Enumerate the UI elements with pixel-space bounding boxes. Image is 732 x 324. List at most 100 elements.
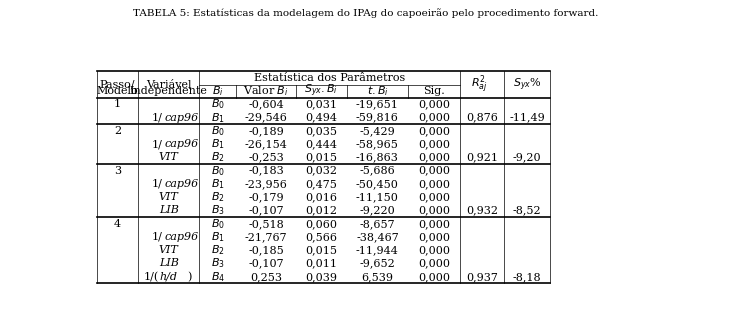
Text: 0,039: 0,039 [305, 272, 337, 282]
Text: -11,944: -11,944 [356, 245, 399, 255]
Text: 4: 4 [114, 219, 122, 229]
Text: 0,000: 0,000 [418, 192, 450, 202]
Text: 0,000: 0,000 [418, 126, 450, 136]
Text: Modelo: Modelo [97, 86, 138, 96]
Text: $B_1$: $B_1$ [211, 230, 225, 244]
Text: -9,220: -9,220 [359, 205, 395, 215]
Text: 0,011: 0,011 [305, 259, 337, 269]
Text: $B_3$: $B_3$ [211, 257, 225, 271]
Text: -23,956: -23,956 [244, 179, 288, 189]
Text: cap96: cap96 [164, 113, 198, 123]
Text: -0,183: -0,183 [248, 166, 284, 176]
Text: 0,876: 0,876 [466, 113, 498, 123]
Text: $B_0$: $B_0$ [211, 217, 225, 231]
Text: 0,921: 0,921 [466, 153, 498, 162]
Text: $B_2$: $B_2$ [211, 190, 225, 204]
Text: -0,185: -0,185 [248, 245, 284, 255]
Text: -5,429: -5,429 [359, 126, 395, 136]
Text: 0,932: 0,932 [466, 205, 498, 215]
Text: LIB: LIB [159, 259, 179, 269]
Text: 0,253: 0,253 [250, 272, 282, 282]
Text: 0,012: 0,012 [305, 205, 337, 215]
Text: $B_1$: $B_1$ [211, 177, 225, 191]
Text: -26,154: -26,154 [244, 139, 288, 149]
Text: -8,52: -8,52 [513, 205, 542, 215]
Text: $B_2$: $B_2$ [211, 151, 225, 164]
Text: Valor $B_i$: Valor $B_i$ [243, 84, 288, 98]
Text: Independente: Independente [130, 86, 208, 96]
Text: -0,253: -0,253 [248, 153, 284, 162]
Text: ): ) [187, 272, 191, 282]
Text: -59,816: -59,816 [356, 113, 399, 123]
Text: 2: 2 [114, 126, 122, 136]
Text: $B_3$: $B_3$ [211, 203, 225, 217]
Text: -21,767: -21,767 [244, 232, 287, 242]
Text: -29,546: -29,546 [244, 113, 288, 123]
Text: 0,000: 0,000 [418, 219, 450, 229]
Text: $R^2_{aj}$: $R^2_{aj}$ [471, 74, 488, 96]
Text: $B_0$: $B_0$ [211, 164, 225, 178]
Text: -50,450: -50,450 [356, 179, 399, 189]
Text: 0,000: 0,000 [418, 232, 450, 242]
Text: 0,000: 0,000 [418, 153, 450, 162]
Text: $B_0$: $B_0$ [211, 98, 225, 111]
Text: 0,031: 0,031 [305, 99, 337, 110]
Text: -0,189: -0,189 [248, 126, 284, 136]
Text: 0,000: 0,000 [418, 272, 450, 282]
Text: $S_{yx}.B_i$: $S_{yx}.B_i$ [305, 83, 338, 99]
Text: -8,18: -8,18 [513, 272, 542, 282]
Text: VIT: VIT [159, 192, 179, 202]
Text: 0,015: 0,015 [305, 153, 337, 162]
Text: -9,652: -9,652 [359, 259, 395, 269]
Text: 0,035: 0,035 [305, 126, 337, 136]
Text: h/d: h/d [160, 272, 178, 282]
Text: $S_{yx}$%: $S_{yx}$% [513, 76, 542, 93]
Text: Passo/: Passo/ [100, 80, 135, 89]
Text: -19,651: -19,651 [356, 99, 399, 110]
Text: VIT: VIT [159, 153, 179, 162]
Text: 1: 1 [114, 99, 122, 110]
Text: 0,000: 0,000 [418, 166, 450, 176]
Text: $B_0$: $B_0$ [211, 124, 225, 138]
Text: 1/(: 1/( [143, 272, 158, 282]
Text: 0,000: 0,000 [418, 179, 450, 189]
Text: -0,107: -0,107 [248, 259, 284, 269]
Text: -11,150: -11,150 [356, 192, 399, 202]
Text: 0,475: 0,475 [305, 179, 337, 189]
Text: 3: 3 [114, 166, 122, 176]
Text: $B_1$: $B_1$ [211, 111, 225, 125]
Text: -0,604: -0,604 [248, 99, 284, 110]
Text: 0,016: 0,016 [305, 192, 337, 202]
Text: 0,000: 0,000 [418, 139, 450, 149]
Text: 0,494: 0,494 [305, 113, 337, 123]
Text: Variável: Variável [146, 80, 191, 89]
Text: $B_1$: $B_1$ [211, 137, 225, 151]
Text: VIT: VIT [159, 245, 179, 255]
Text: -0,107: -0,107 [248, 205, 284, 215]
Text: -0,179: -0,179 [248, 192, 284, 202]
Text: $B_2$: $B_2$ [211, 243, 225, 257]
Text: 0,444: 0,444 [305, 139, 337, 149]
Text: cap96: cap96 [164, 179, 198, 189]
Text: -8,657: -8,657 [359, 219, 395, 229]
Text: 0,000: 0,000 [418, 113, 450, 123]
Text: -58,965: -58,965 [356, 139, 399, 149]
Text: 0,000: 0,000 [418, 99, 450, 110]
Text: Estatística dos Parâmetros: Estatística dos Parâmetros [254, 73, 406, 83]
Text: 0,000: 0,000 [418, 245, 450, 255]
Text: 0,060: 0,060 [305, 219, 337, 229]
Text: -0,518: -0,518 [248, 219, 284, 229]
Text: LIB: LIB [159, 205, 179, 215]
Text: -5,686: -5,686 [359, 166, 395, 176]
Text: 1/: 1/ [152, 113, 163, 123]
Text: -16,863: -16,863 [356, 153, 399, 162]
Text: 0,566: 0,566 [305, 232, 337, 242]
Text: cap96: cap96 [164, 232, 198, 242]
Text: 1/: 1/ [152, 179, 163, 189]
Text: $B_i$: $B_i$ [212, 84, 223, 98]
Text: -11,49: -11,49 [509, 113, 545, 123]
Text: 6,539: 6,539 [362, 272, 393, 282]
Text: $t.B_i$: $t.B_i$ [367, 84, 388, 98]
Text: 1/: 1/ [152, 232, 163, 242]
Text: 0,937: 0,937 [466, 272, 498, 282]
